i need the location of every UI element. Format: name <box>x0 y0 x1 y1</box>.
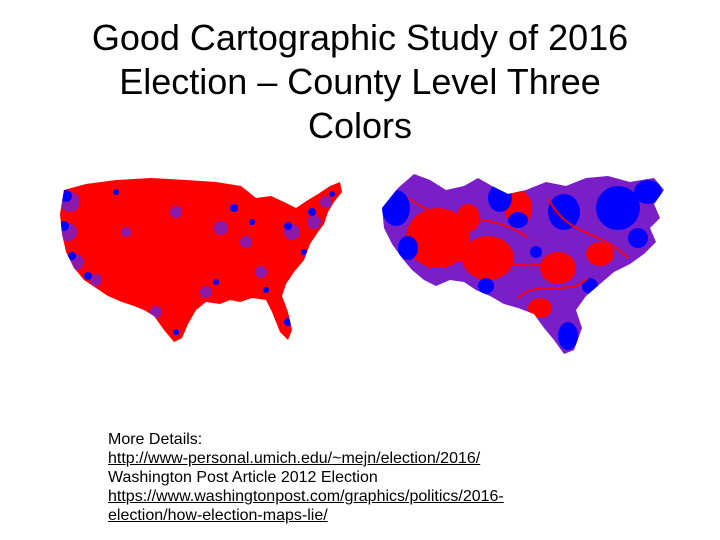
us-cartogram-map-graphic <box>382 174 664 354</box>
details-heading: More Details: <box>108 431 203 448</box>
title-line-2: Election – County Level Three <box>119 61 601 102</box>
washington-post-link-line-1[interactable]: https://www.washingtonpost.com/graphics/… <box>108 488 504 505</box>
details-block: More Details: http://www-personal.umich.… <box>108 430 668 525</box>
title-line-3: Colors <box>307 105 413 146</box>
title-line-1: Good Cartographic Study of 2016 <box>91 17 629 58</box>
umich-election-link[interactable]: http://www-personal.umich.edu/~mejn/elec… <box>108 450 481 467</box>
slide-title: Good Cartographic Study of 2016 Election… <box>40 16 680 148</box>
washington-post-caption: Washington Post Article 2012 Election <box>108 469 378 486</box>
us-county-map-graphic <box>60 178 342 342</box>
us-county-map <box>56 172 346 357</box>
washington-post-link-line-2[interactable]: election/how-election-maps-lie/ <box>108 507 328 524</box>
us-cartogram-map <box>368 168 670 358</box>
